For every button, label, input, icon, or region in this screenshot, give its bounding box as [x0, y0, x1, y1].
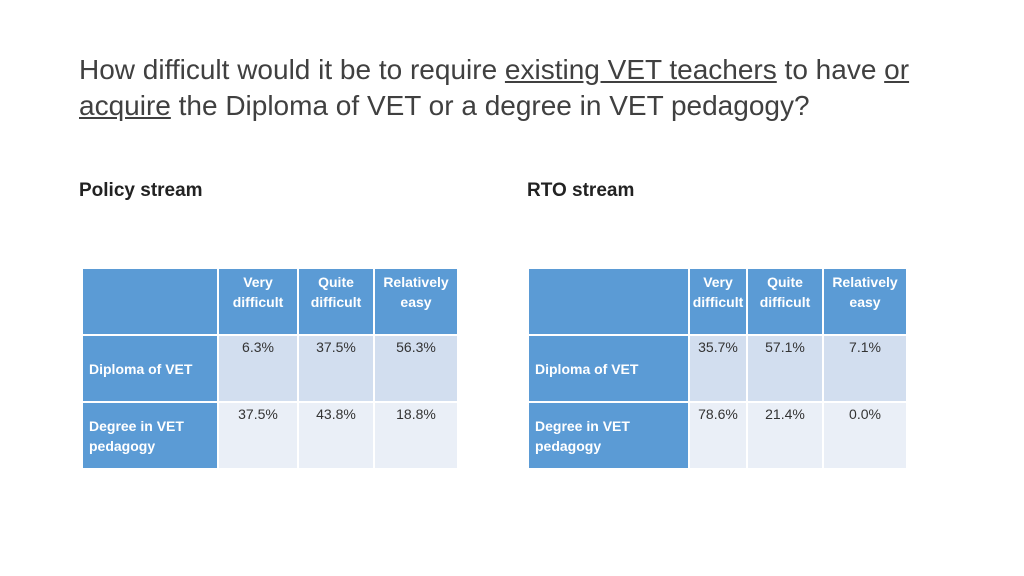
cell-degree-very-difficult: 78.6%: [688, 401, 748, 470]
row-label-degree: Degree in VET pedagogy: [527, 401, 690, 470]
cell-diploma-quite-difficult: 57.1%: [746, 334, 824, 403]
title-part-2: existing VET teachers: [504, 54, 777, 85]
cell-degree-relatively-easy: 18.8%: [373, 401, 459, 470]
header-corner-cell: [81, 267, 219, 336]
title-part-1: How difficult would it be to require: [79, 54, 505, 85]
row-label-degree: Degree in VET pedagogy: [81, 401, 219, 470]
slide-title: How difficult would it be to require exi…: [79, 52, 979, 124]
cell-diploma-relatively-easy: 7.1%: [822, 334, 908, 403]
header-very-difficult: Very difficult: [217, 267, 299, 336]
header-quite-difficult: Quite difficult: [297, 267, 375, 336]
policy-stream-label: Policy stream: [79, 180, 203, 201]
header-relatively-easy: Relatively easy: [822, 267, 908, 336]
cell-degree-quite-difficult: 21.4%: [746, 401, 824, 470]
title-part-5: the Diploma of VET or a degree in VET pe…: [170, 90, 810, 121]
cell-degree-relatively-easy: 0.0%: [822, 401, 908, 470]
cell-diploma-very-difficult: 6.3%: [217, 334, 299, 403]
cell-diploma-quite-difficult: 37.5%: [297, 334, 375, 403]
header-quite-difficult: Quite difficult: [746, 267, 824, 336]
policy-stream-table: Very difficult Quite difficult Relativel…: [81, 267, 459, 470]
header-relatively-easy: Relatively easy: [373, 267, 459, 336]
cell-degree-very-difficult: 37.5%: [217, 401, 299, 470]
header-very-difficult: Very difficult: [688, 267, 748, 336]
cell-diploma-relatively-easy: 56.3%: [373, 334, 459, 403]
row-label-diploma: Diploma of VET: [81, 334, 219, 403]
title-part-3: to have: [776, 54, 885, 85]
cell-diploma-very-difficult: 35.7%: [688, 334, 748, 403]
row-label-diploma: Diploma of VET: [527, 334, 690, 403]
rto-stream-table: Very difficult Quite difficult Relativel…: [527, 267, 908, 470]
header-corner-cell: [527, 267, 690, 336]
cell-degree-quite-difficult: 43.8%: [297, 401, 375, 470]
title-part-4: or acquire: [79, 54, 910, 121]
rto-stream-label: RTO stream: [527, 180, 635, 201]
